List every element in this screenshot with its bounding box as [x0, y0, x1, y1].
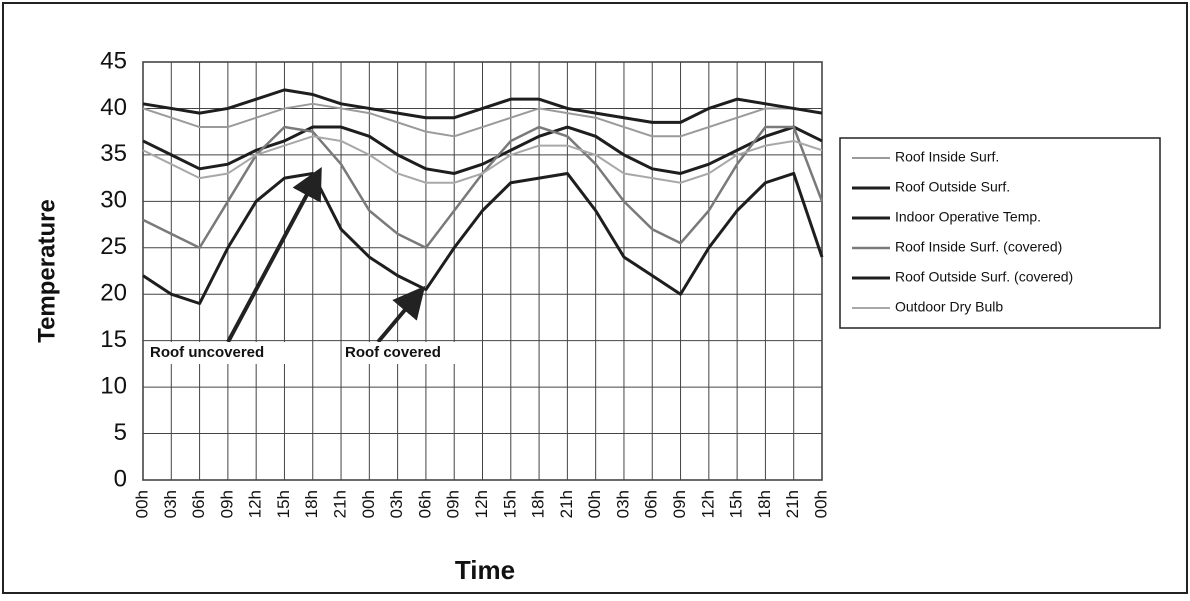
x-tick-label: 03h [613, 490, 632, 518]
y-tick-label: 25 [100, 233, 127, 260]
x-tick-label: 21h [783, 490, 802, 518]
x-tick-label: 06h [642, 490, 661, 518]
x-tick-label: 15h [500, 490, 519, 518]
x-tick-label: 18h [302, 490, 321, 518]
annotation-bg [343, 342, 461, 364]
x-tick-label: 15h [274, 490, 293, 518]
x-tick-label: 03h [387, 490, 406, 518]
legend: Roof Inside Surf. Roof Outside Surf. Indoo… [852, 149, 1073, 315]
x-tick-label: 09h [670, 490, 689, 518]
annotation-bg [148, 342, 288, 364]
x-tick-label: 12h [472, 490, 491, 518]
series-line [142, 102, 823, 138]
series-line [142, 125, 823, 175]
legend-label: Roof Outside Surf. [895, 179, 1010, 195]
x-tick-label: 00h [132, 490, 151, 518]
y-tick-label: 5 [114, 419, 127, 446]
y-axis-label: Temperature [33, 199, 60, 343]
y-tick-label: 10 [100, 372, 127, 399]
x-tick-label: 18h [529, 490, 548, 518]
x-tick-label: 09h [444, 490, 463, 518]
series-line [142, 171, 824, 306]
x-tick-label: 06h [415, 490, 434, 518]
y-tick-label: 35 [100, 140, 127, 167]
plot-area: 0 5 10 15 20 25 30 35 40 45 00h 03h 06h 09h 12h 15h 18h 2… [100, 47, 830, 518]
y-tick-label: 0 [114, 465, 127, 492]
x-tick-label: 21h [557, 490, 576, 518]
y-tick-label: 30 [100, 187, 127, 214]
x-tick-label: 06h [189, 490, 208, 518]
annotation-arrow [376, 285, 426, 344]
x-axis-label: Time [455, 555, 515, 585]
y-tick-label: 15 [100, 326, 127, 353]
legend-label: Roof Outside Surf. (covered) [895, 269, 1073, 285]
series-line [142, 88, 823, 124]
y-tick-label: 40 [100, 94, 127, 121]
annotation: Roof covered [345, 344, 441, 361]
x-tick-label: 12h [698, 490, 717, 518]
series-line [142, 135, 823, 184]
x-tick-label: 09h [217, 490, 236, 518]
y-tick-label: 20 [100, 280, 127, 307]
legend-box [839, 137, 1161, 329]
annotation: Roof uncovered [150, 344, 264, 361]
legend-label: Roof Inside Surf. (covered) [895, 239, 1062, 255]
annotation-arrow [226, 166, 322, 343]
x-tick-label: 00h [359, 490, 378, 518]
legend-label: Indoor Operative Temp. [895, 209, 1041, 225]
x-tick-label: 15h [727, 490, 746, 518]
x-tick-label: 03h [161, 490, 180, 518]
x-tick-label: 21h [331, 490, 350, 518]
x-tick-label: 00h [811, 490, 830, 518]
legend-label: Outdoor Dry Bulb [895, 299, 1003, 315]
x-tick-label: 00h [585, 490, 604, 518]
x-tick-label: 18h [755, 490, 774, 518]
y-tick-label: 45 [100, 47, 127, 74]
legend-label: Roof Inside Surf. [895, 149, 999, 165]
x-tick-label: 12h [246, 490, 265, 518]
